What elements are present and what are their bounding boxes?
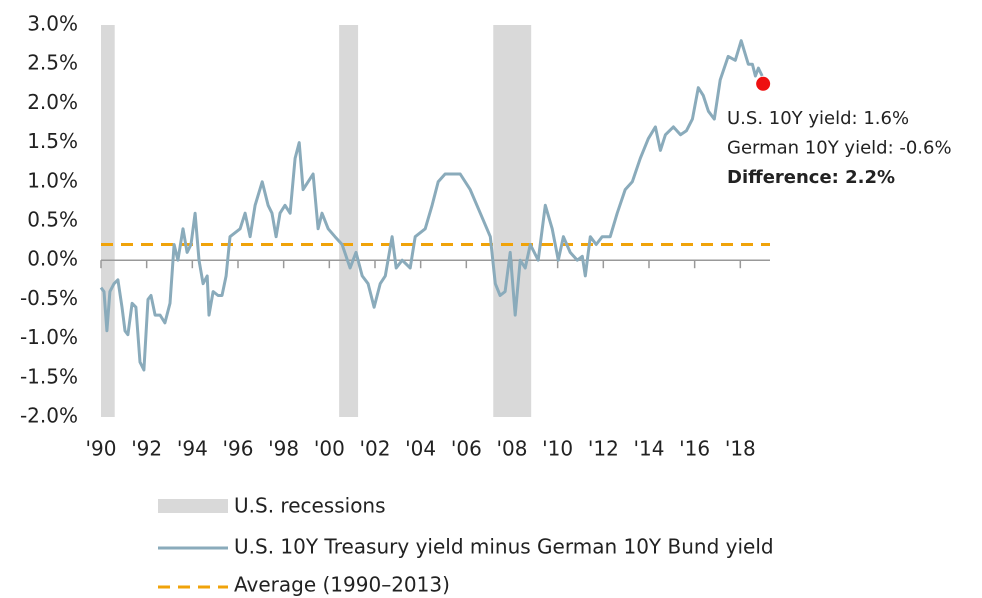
series-line xyxy=(99,39,764,372)
y-tick-label: -0.5% xyxy=(20,286,78,310)
y-tick-label: 3.0% xyxy=(27,12,78,36)
x-tick-label: '02 xyxy=(360,437,391,461)
x-tick-label: '08 xyxy=(497,437,528,461)
x-tick-label: '10 xyxy=(542,437,573,461)
x-tick-label: '90 xyxy=(86,437,117,461)
annotation: German 10Y yield: -0.6% xyxy=(727,138,952,159)
x-tick-label: '96 xyxy=(223,437,254,461)
x-tick-label: '04 xyxy=(405,437,436,461)
x-tick-label: '00 xyxy=(314,437,345,461)
annotation: U.S. 10Y yield: 1.6% xyxy=(727,108,909,129)
annotation: Difference: 2.2% xyxy=(727,167,895,188)
x-tick-label: '14 xyxy=(634,437,665,461)
y-tick-label: -1.5% xyxy=(20,364,78,388)
latest-point xyxy=(756,76,771,91)
y-tick-label: 1.5% xyxy=(27,129,78,153)
y-tick-label: 0.5% xyxy=(27,208,78,232)
x-tick-label: '98 xyxy=(268,437,299,461)
legend-swatch xyxy=(158,499,228,513)
y-tick-label: 2.5% xyxy=(27,51,78,75)
x-tick-label: '06 xyxy=(451,437,482,461)
x-tick-label: '94 xyxy=(177,437,208,461)
y-tick-label: 2.0% xyxy=(27,90,78,114)
x-tick-label: '18 xyxy=(725,437,756,461)
legend-label: U.S. recessions xyxy=(234,494,386,518)
recession-band xyxy=(339,25,359,417)
legend-label: Average (1990–2013) xyxy=(234,573,450,597)
y-tick-label: -2.0% xyxy=(20,404,78,428)
recession-band xyxy=(101,25,115,417)
x-tick-label: '92 xyxy=(131,437,162,461)
x-tick-label: '12 xyxy=(588,437,619,461)
y-tick-label: 1.0% xyxy=(27,168,78,192)
recession-band xyxy=(493,25,532,417)
y-tick-label: -1.0% xyxy=(20,325,78,349)
legend-label: U.S. 10Y Treasury yield minus German 10Y… xyxy=(234,535,774,559)
x-tick-label: '16 xyxy=(679,437,710,461)
y-tick-label: 0.0% xyxy=(27,247,78,271)
